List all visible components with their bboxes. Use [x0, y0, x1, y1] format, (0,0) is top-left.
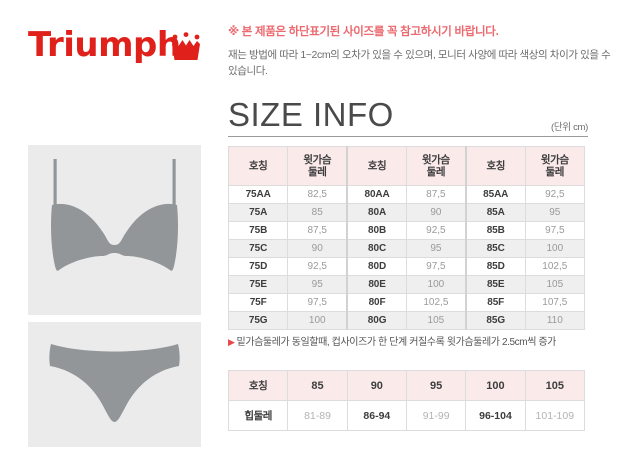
bust-value-cell: 90	[405, 203, 467, 222]
size-name-cell: 75B	[227, 221, 289, 240]
hip-size-table: 호칭 85 90 95 100 105 힙둘레 81-89 86-94 91-99 96-104 1…	[227, 370, 586, 431]
cup-size-note: ▶ 밑가슴둘레가 동일할때, 컵사이즈가 한 단계 커질수록 윗가슴둘레가 2.5…	[228, 333, 556, 348]
size-name-cell: 85B	[464, 221, 526, 240]
bust-value-cell: 82,5	[287, 185, 348, 204]
hip-col-header: 85	[287, 370, 348, 401]
size-name-cell: 85A	[464, 203, 526, 222]
hip-col-header: 105	[524, 370, 586, 401]
hip-range-cell: 81-89	[287, 400, 348, 431]
bust-value-cell: 97,5	[287, 293, 348, 312]
size-name-cell: 75A	[227, 203, 289, 222]
note-secondary: 재는 방법에 따라 1~2cm의 오차가 있을 수 있으며, 모니터 사양에 따…	[228, 49, 611, 77]
table-row: 75A 85 80A 90 85A 95	[227, 203, 586, 222]
size-name-cell: 80AA	[346, 185, 407, 204]
cup-size-note-text: 밑가슴둘레가 동일할때, 컵사이즈가 한 단계 커질수록 윗가슴둘레가 2.5c…	[236, 337, 557, 348]
size-name-cell: 85C	[464, 239, 526, 258]
bust-value-cell: 92,5	[287, 257, 348, 276]
col-header-name-3: 호칭	[464, 146, 526, 186]
size-name-cell: 80F	[346, 293, 407, 312]
bust-value-cell: 102,5	[405, 293, 467, 312]
bust-value-cell: 97,5	[524, 221, 586, 240]
table-row: 75AA 82,5 80AA 87,5 85AA 92,5	[227, 185, 586, 204]
size-name-cell: 80A	[346, 203, 407, 222]
bust-value-cell: 95	[405, 239, 467, 258]
col-header-bust-1: 윗가슴 둘레	[287, 146, 348, 186]
panty-illustration-panel	[28, 322, 201, 447]
hip-range-cell: 96-104	[465, 400, 526, 431]
panty-illustration	[49, 344, 180, 422]
note-primary: ※ 본 제품은 하단표기된 사이즈를 꼭 참고하시기 바랍니다.	[228, 26, 499, 38]
size-name-cell: 85G	[464, 311, 526, 330]
hip-col-header: 100	[465, 370, 526, 401]
bust-value-cell: 100	[524, 239, 586, 258]
hip-range-cell: 86-94	[346, 400, 407, 431]
size-name-cell: 75E	[227, 275, 289, 294]
bra-size-table-wrapper: 호칭 윗가슴 둘레 호칭 윗가슴 둘레 호칭 윗가슴 둘레	[227, 146, 586, 330]
bust-value-cell: 102,5	[524, 257, 586, 276]
hip-col-header-label: 호칭	[227, 370, 289, 401]
col-header-bust-3: 윗가슴 둘레	[524, 146, 586, 186]
bra-illustration-panel	[28, 145, 201, 315]
size-name-cell: 80E	[346, 275, 407, 294]
bust-value-cell: 107,5	[524, 293, 586, 312]
hip-col-header: 90	[346, 370, 407, 401]
hip-table-header-row: 호칭 85 90 95 100 105	[227, 370, 586, 401]
bust-value-cell: 100	[405, 275, 467, 294]
bust-value-cell: 95	[287, 275, 348, 294]
size-name-cell: 85AA	[464, 185, 526, 204]
crown-icon	[172, 32, 200, 60]
bust-value-cell: 105	[524, 275, 586, 294]
title-block: SIZE INFO (단위 cm)	[228, 96, 588, 137]
hip-range-cell: 91-99	[405, 400, 467, 431]
bust-value-cell: 92,5	[405, 221, 467, 240]
bust-value-cell: 87,5	[405, 185, 467, 204]
size-name-cell: 85F	[464, 293, 526, 312]
col-header-name-2: 호칭	[346, 146, 407, 186]
bust-value-cell: 105	[405, 311, 467, 330]
size-name-cell: 80D	[346, 257, 407, 276]
hip-row-label: 힙둘레	[227, 400, 289, 431]
bust-value-cell: 87,5	[287, 221, 348, 240]
header-notes: ※ 본 제품은 하단표기된 사이즈를 꼭 참고하시기 바랍니다. 재는 방법에 …	[228, 24, 620, 79]
bust-value-cell: 100	[287, 311, 348, 330]
table-row: 75E 95 80E 100 85E 105	[227, 275, 586, 294]
size-name-cell: 75AA	[227, 185, 289, 204]
size-name-cell: 80G	[346, 311, 407, 330]
bust-value-cell: 92,5	[524, 185, 586, 204]
size-name-cell: 75F	[227, 293, 289, 312]
bust-value-cell: 110	[524, 311, 586, 330]
hip-col-header: 95	[405, 370, 467, 401]
page-title: SIZE INFO	[228, 96, 394, 133]
table-header-row: 호칭 윗가슴 둘레 호칭 윗가슴 둘레 호칭 윗가슴 둘레	[227, 146, 586, 186]
size-name-cell: 80C	[346, 239, 407, 258]
hip-range-cell: 101-109	[524, 400, 586, 431]
table-row: 75G 100 80G 105 85G 110	[227, 311, 586, 330]
col-header-bust-2: 윗가슴 둘레	[405, 146, 467, 186]
bra-size-table: 호칭 윗가슴 둘레 호칭 윗가슴 둘레 호칭 윗가슴 둘레	[227, 146, 586, 330]
brand-wordmark: Triumph	[28, 25, 181, 65]
bust-value-cell: 95	[524, 203, 586, 222]
bust-value-cell: 90	[287, 239, 348, 258]
size-name-cell: 75G	[227, 311, 289, 330]
bra-illustration	[51, 159, 178, 271]
bust-value-cell: 85	[287, 203, 348, 222]
col-header-name-1: 호칭	[227, 146, 289, 186]
bra-table-body: 75AA 82,5 80AA 87,5 85AA 92,5 75A 85 80A 90 85A 95 7…	[227, 185, 586, 330]
size-name-cell: 85D	[464, 257, 526, 276]
size-name-cell: 75C	[227, 239, 289, 258]
table-row: 75B 87,5 80B 92,5 85B 97,5	[227, 221, 586, 240]
hip-table-body-row: 힙둘레 81-89 86-94 91-99 96-104 101-109	[227, 400, 586, 431]
bust-value-cell: 97,5	[405, 257, 467, 276]
triangle-marker-icon: ▶	[228, 337, 235, 347]
table-row: 75D 92,5 80D 97,5 85D 102,5	[227, 257, 586, 276]
table-row: 75C 90 80C 95 85C 100	[227, 239, 586, 258]
unit-label: (단위 cm)	[550, 122, 588, 133]
size-name-cell: 85E	[464, 275, 526, 294]
brand-logo: Triumph	[28, 26, 218, 82]
size-name-cell: 80B	[346, 221, 407, 240]
table-row: 75F 97,5 80F 102,5 85F 107,5	[227, 293, 586, 312]
size-name-cell: 75D	[227, 257, 289, 276]
hip-size-table-wrapper: 호칭 85 90 95 100 105 힙둘레 81-89 86-94 91-99 96-104 1…	[227, 370, 586, 431]
